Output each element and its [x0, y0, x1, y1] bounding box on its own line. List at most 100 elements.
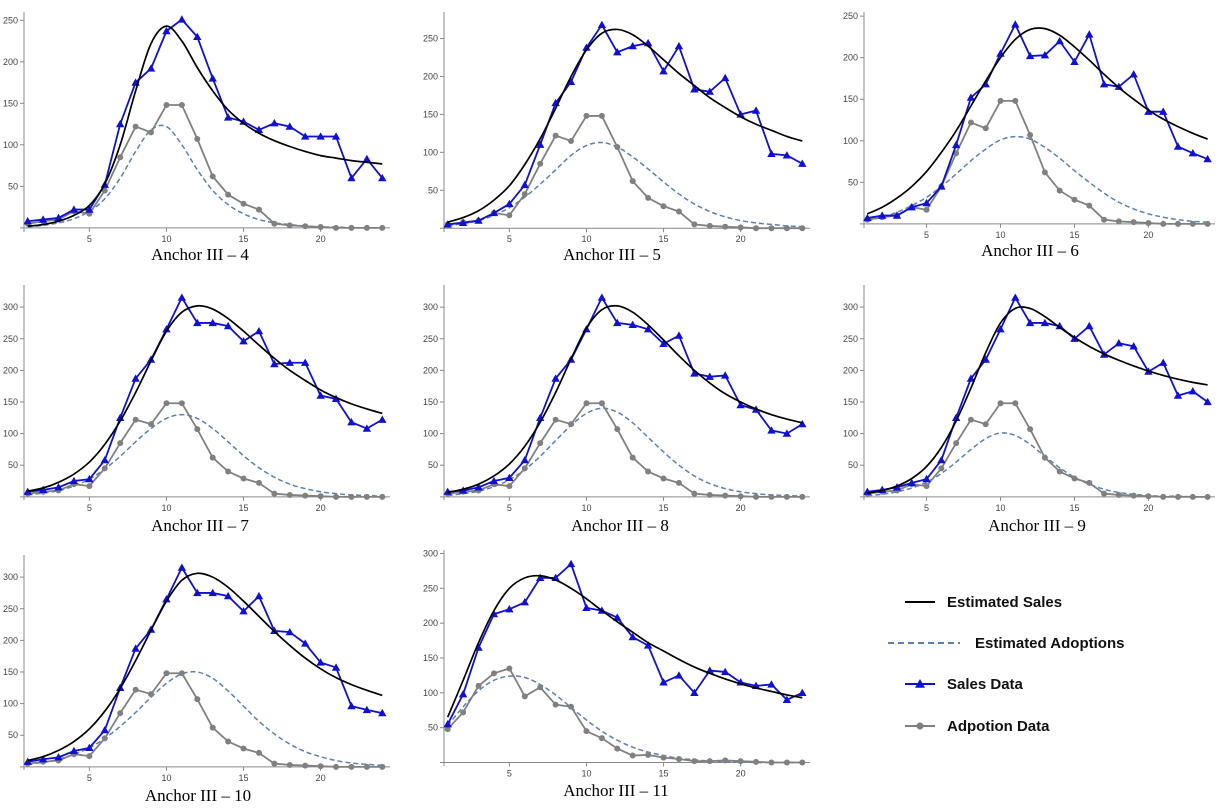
sales-data-point [362, 154, 372, 163]
adoption-data-point [1160, 220, 1167, 227]
adoption-data-point [317, 493, 324, 500]
adoption-data-point [552, 416, 559, 423]
sales-data-line [446, 562, 803, 725]
adoption-data-point [645, 194, 652, 201]
estimated-adoptions-line [27, 670, 383, 767]
sales-data-point [582, 43, 591, 51]
chart-panel-5: 5 10 15 20 50 100 150 200 250 300 Anchor III – 8 [423, 285, 810, 535]
adoption-data-point [521, 191, 528, 198]
sales-data-point [1144, 107, 1153, 115]
adoption-data-point [379, 493, 386, 500]
chart-caption: Anchor III – 4 [151, 245, 249, 264]
chart-caption: Anchor III – 11 [563, 781, 669, 800]
adoption-data-point [348, 224, 355, 231]
sales-data-point [1159, 358, 1168, 366]
sales-data-point [162, 595, 171, 603]
adoption-data-point [629, 454, 636, 461]
adoption-data-point [286, 222, 293, 229]
y-tick-label: 250 [3, 15, 18, 25]
adoption-data-point [1175, 493, 1182, 500]
x-tick-label: 10 [581, 503, 591, 513]
chart-panel-8: 5 10 15 20 50 100 150 200 250 300 Anchor III – 11 [423, 548, 810, 800]
sales-data-point [54, 753, 63, 761]
y-tick-label: 200 [3, 57, 18, 67]
sales-data-point [1085, 321, 1094, 330]
sales-data-point [767, 426, 776, 434]
sales-data-point [131, 644, 140, 652]
sales-data-point [23, 217, 32, 225]
y-tick-label: 250 [423, 34, 438, 44]
sales-data-point [347, 701, 356, 710]
sales-data-point [907, 203, 916, 211]
adoption-data-point [737, 493, 744, 500]
adoption-data-point [163, 670, 170, 677]
legend-item-adoption-data: Adpotion Data [905, 718, 1050, 735]
estimated-sales-line [27, 572, 383, 762]
adoption-data-point [363, 763, 370, 770]
chart-panel-1: 5 10 15 20 50 100 150 200 250 Anchor III – 4 [3, 12, 390, 264]
sales-data-point [331, 663, 341, 671]
adoption-data-point [768, 225, 775, 232]
sales-data-point [1011, 293, 1020, 301]
adoption-data-point [537, 160, 544, 167]
adoption-data-point [117, 440, 124, 447]
x-tick-label: 10 [161, 503, 171, 513]
sales-data-point [505, 473, 514, 482]
adoption-data-point [317, 224, 324, 231]
y-tick-label: 200 [423, 71, 438, 81]
adoption-data-point [148, 129, 155, 136]
adoption-data-point [379, 763, 386, 770]
x-tick-label: 20 [1143, 503, 1153, 513]
adoption-data-point [753, 225, 760, 232]
estimated-adoptions-line [27, 413, 383, 497]
sales-data-point [54, 483, 63, 491]
sales-data-point [613, 613, 622, 621]
adoption-data-point [240, 475, 247, 482]
adoption-data-point [209, 454, 216, 461]
sales-data-point [966, 374, 976, 382]
legend-item-estimated-sales: Estimated Sales [905, 594, 1062, 611]
y-tick-label: 300 [423, 548, 438, 558]
x-tick-label: 20 [316, 234, 326, 244]
estimated-sales-line [447, 28, 803, 223]
adoption-data-point [1145, 493, 1152, 500]
adoption-data-point [753, 758, 760, 765]
x-tick-label: 15 [1069, 230, 1079, 240]
adoption-data-point [117, 710, 124, 717]
adoption-data-point [209, 173, 216, 180]
legend-item-estimated-adoptions: Estimated Adoptions [888, 635, 1124, 652]
sales-data-point [301, 639, 310, 647]
sales-data-point [458, 690, 468, 698]
sales-data-point [505, 605, 514, 613]
y-tick-label: 150 [3, 397, 18, 407]
adoption-data-point [1160, 493, 1167, 500]
sales-data-point [270, 359, 279, 368]
legend-marker [915, 679, 925, 688]
sales-data-point [782, 429, 792, 437]
y-tick-label: 150 [423, 109, 438, 119]
adoption-data-point [132, 416, 139, 423]
sales-data-point [301, 132, 310, 140]
adoption-data-point [598, 112, 605, 119]
sales-data-point [659, 66, 668, 75]
sales-data-point [443, 719, 452, 728]
sales-data-point [23, 757, 32, 765]
sales-data-point [951, 413, 961, 421]
sales-data-point [1040, 318, 1050, 327]
sales-data-point [69, 746, 79, 755]
x-tick-label: 10 [161, 234, 171, 244]
x-tick-label: 20 [736, 769, 746, 779]
y-tick-label: 150 [423, 653, 438, 663]
sales-data-point [782, 151, 792, 159]
adoption-data-point [722, 223, 729, 230]
adoption-data-point [1027, 131, 1034, 138]
adoption-data-point [799, 225, 806, 232]
sales-data-point [331, 132, 341, 140]
y-tick-label: 250 [843, 334, 858, 344]
adoption-data-point [194, 136, 201, 143]
sales-data-point [301, 358, 310, 366]
adoption-data-point [521, 465, 528, 472]
adoption-data-point [117, 154, 124, 161]
adoption-data-point [997, 400, 1004, 407]
